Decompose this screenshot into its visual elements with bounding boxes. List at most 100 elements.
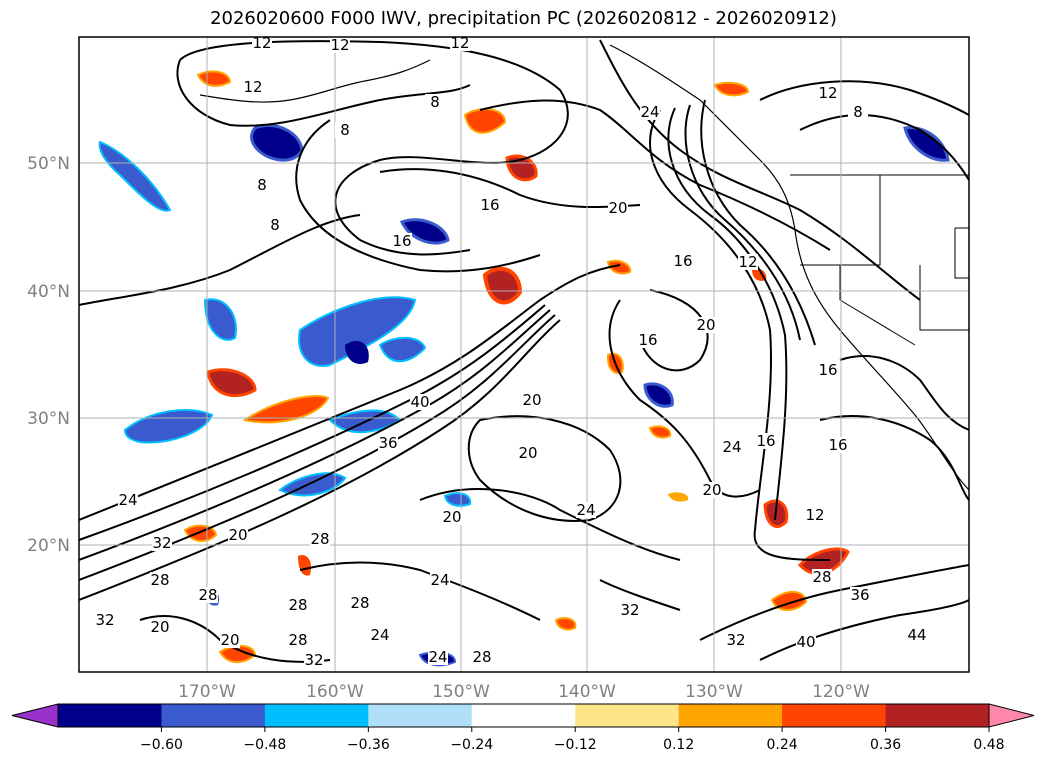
contour-label-background	[738, 254, 758, 270]
contour-label-background	[252, 177, 272, 193]
latitude-labels: 50°N 40°N 30°N 20°N	[27, 154, 70, 556]
contour-label-background	[378, 435, 398, 451]
colorbar-segment	[678, 704, 783, 727]
contour-label-background	[907, 627, 927, 643]
contour-label: 24	[640, 103, 659, 121]
contour-label: 24	[370, 626, 389, 644]
contour-label-background	[702, 482, 722, 498]
precip-positive-patch	[606, 259, 632, 275]
contour-label-background	[638, 332, 658, 348]
precip-positive-patch	[242, 395, 330, 424]
contour-label: 16	[673, 252, 692, 270]
contour-label-background	[522, 392, 542, 408]
contour-label-background	[828, 437, 848, 453]
lon-label: 140°W	[558, 682, 616, 702]
contour-label-background	[152, 535, 172, 551]
contour-label-background	[350, 595, 370, 611]
contour-label-background	[150, 619, 170, 635]
precip-positive-patch	[206, 368, 257, 398]
contour-label-background	[150, 572, 170, 588]
contour-label: 12	[818, 84, 837, 102]
lat-label: 40°N	[27, 282, 70, 302]
contour-label: 16	[392, 232, 411, 250]
lon-label: 130°W	[685, 682, 743, 702]
contour-label: 20	[220, 631, 239, 649]
precip-negative-patch	[378, 336, 427, 363]
lat-label: 30°N	[27, 409, 70, 429]
contour-label: 28	[288, 631, 307, 649]
contour-label-background	[518, 445, 538, 461]
contour-label: 8	[257, 176, 267, 194]
colorbar-tick-label: 0.48	[973, 737, 1004, 753]
contour-label: 24	[722, 438, 741, 456]
contour-label-background	[722, 439, 742, 455]
contour-label-background	[335, 122, 355, 138]
contour-label-background	[288, 597, 308, 613]
colorbar-segment	[264, 704, 369, 727]
contour-label-background	[330, 37, 350, 53]
contour-label: 20	[608, 199, 627, 217]
contour-label-background	[640, 104, 660, 120]
map-frame	[78, 36, 970, 673]
precip-positive-patch	[668, 492, 689, 502]
contour-label-background	[252, 37, 272, 51]
figure-title: 2026020600 F000 IWV, precipitation PC (2…	[210, 8, 837, 29]
contour-label-background	[425, 94, 445, 110]
contour-label: 20	[442, 508, 461, 526]
colorbar-segment	[471, 704, 576, 727]
contour-label: 16	[818, 361, 837, 379]
contour-label-background	[756, 433, 776, 449]
colorbar-segment	[885, 704, 990, 727]
contour-label: 12	[252, 34, 271, 52]
contour-label-background	[472, 649, 492, 665]
contour-label: 24	[576, 501, 595, 519]
precip-negative-patch	[399, 218, 450, 245]
lon-label: 120°W	[812, 682, 870, 702]
contour-label-background	[370, 627, 390, 643]
contour-label: 28	[472, 648, 491, 666]
state-boundaries	[790, 174, 969, 346]
colorbar-segment	[58, 704, 162, 727]
colorbar-tick-label: 0.12	[663, 737, 694, 753]
precip-negative-patch	[643, 382, 674, 408]
contour-label: 12	[330, 36, 349, 54]
contour-label: 44	[907, 626, 926, 644]
contour-label: 28	[812, 568, 831, 586]
contour-label-background	[673, 253, 693, 269]
contour-label-background	[220, 632, 240, 648]
contour-label: 32	[620, 601, 639, 619]
contour-label-background	[95, 612, 115, 628]
contour-label-background	[805, 507, 825, 523]
contour-label: 28	[150, 571, 169, 589]
contour-label: 24	[428, 648, 447, 666]
precip-positive-patch	[752, 268, 767, 281]
contour-label-background	[198, 587, 218, 603]
contour-label-background	[310, 531, 330, 547]
contour-label: 20	[522, 391, 541, 409]
colorbar-tick-label: 0.36	[870, 737, 901, 753]
contour-label-background	[818, 362, 838, 378]
contour-label-background	[450, 37, 470, 51]
contour-label-background	[576, 502, 596, 518]
colorbar: −0.60 −0.48 −0.36 −0.24 −0.12 0.12 0.24 0.36 0.4…	[11, 703, 1035, 753]
contour-label: 16	[828, 436, 847, 454]
contour-label: 12	[450, 34, 469, 52]
colorbar-frame	[57, 703, 990, 728]
precip-positive-patch	[648, 425, 672, 439]
coastline	[199, 44, 969, 491]
contour-label: 32	[726, 631, 745, 649]
contour-label: 20	[702, 481, 721, 499]
colorbar-tick-label: −0.60	[140, 737, 183, 753]
lon-label: 150°W	[432, 682, 490, 702]
precip-negative-patch	[203, 298, 237, 341]
contour-label-background	[812, 569, 832, 585]
contour-label: 28	[288, 596, 307, 614]
lat-label: 20°N	[27, 536, 70, 556]
contour-label-background	[696, 317, 716, 333]
graticule	[79, 37, 969, 672]
contour-label: 40	[796, 633, 815, 651]
lat-label: 50°N	[27, 154, 70, 174]
contour-label: 28	[310, 530, 329, 548]
